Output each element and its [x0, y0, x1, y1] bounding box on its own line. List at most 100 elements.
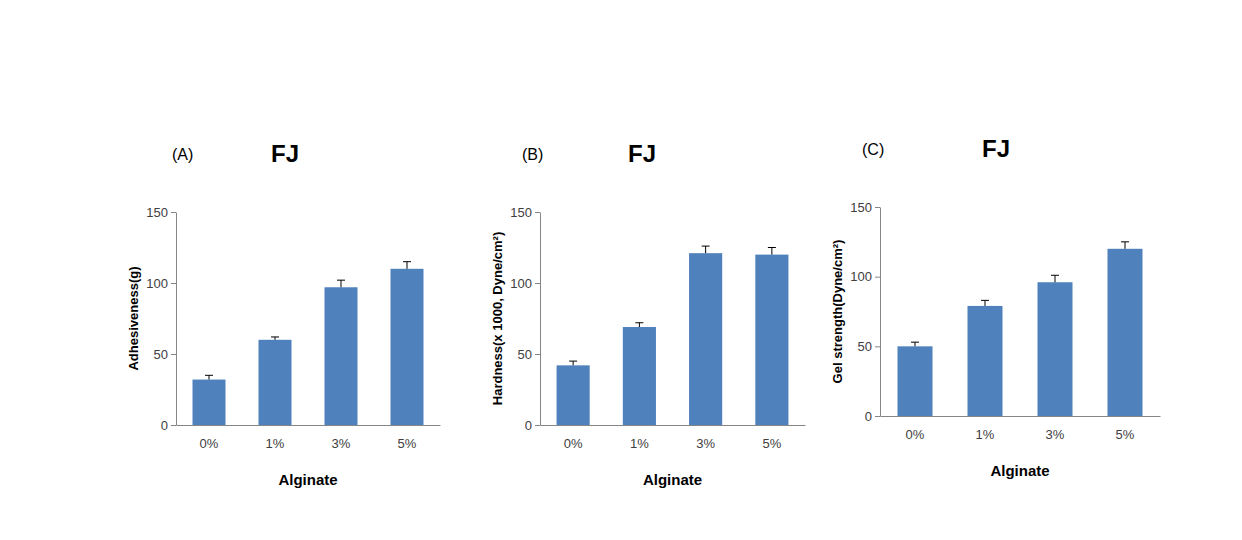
x-tick-label: 0% — [564, 436, 583, 451]
panel-label: (C) — [862, 141, 884, 158]
x-tick-label: 0% — [906, 427, 925, 442]
y-tick-label: 150 — [146, 205, 168, 220]
x-tick-label: 1% — [266, 436, 285, 451]
y-tick-label: 100 — [850, 269, 872, 284]
y-tick: 150 — [146, 205, 176, 220]
x-axis: 0% 1% 3% 5% — [177, 425, 441, 451]
x-tick-label: 1% — [976, 427, 995, 442]
error-bar — [1121, 242, 1129, 249]
x-tick-label: 3% — [332, 436, 351, 451]
bar — [689, 253, 722, 425]
error-bar — [911, 342, 919, 346]
y-axis: 0 50 100 150 — [146, 205, 176, 433]
error-bar — [403, 262, 411, 269]
bar — [968, 306, 1003, 416]
chart-panel: 0501001500%1%3%5%FJ(B)AlginateHardness(x… — [490, 140, 806, 488]
x-axis: 0% 1% 3% 5% — [881, 416, 1161, 442]
x-tick-label: 5% — [1116, 427, 1135, 442]
y-tick-label: 150 — [510, 205, 532, 220]
y-tick-label: 50 — [518, 347, 532, 362]
y-tick-label: 150 — [850, 200, 872, 215]
y-axis: 0 50 100 150 — [850, 200, 880, 424]
x-tick-label: 5% — [762, 436, 781, 451]
y-tick-mark — [535, 354, 540, 355]
x-tick: 3% — [696, 425, 715, 451]
chart-title: FJ — [982, 135, 1010, 162]
x-tick: 3% — [332, 425, 351, 451]
error-bar — [271, 337, 279, 340]
x-tick: 3% — [1046, 416, 1065, 442]
y-tick: 0 — [525, 418, 540, 433]
x-tick: 5% — [1116, 416, 1135, 442]
y-tick: 0 — [865, 409, 880, 424]
y-tick-label: 0 — [161, 418, 168, 433]
chart-panel: 0 50 100 150 0% 1% 3% 5% FJ (C) Alginate Gel streng… — [830, 135, 1161, 479]
y-tick: 100 — [146, 276, 176, 291]
chart-title: FJ — [628, 140, 656, 167]
y-tick: 50 — [154, 347, 176, 362]
figure: 0 50 100 150 0% 1% 3% 5% FJ (A) Alginate Adhesivene… — [0, 0, 1242, 540]
x-axis-line — [541, 425, 806, 426]
x-tick-label: 5% — [398, 436, 417, 451]
y-tick-mark — [535, 212, 540, 213]
bar — [898, 346, 933, 416]
x-tick-label: 3% — [696, 436, 715, 451]
y-axis-line — [540, 213, 541, 426]
y-axis: 0 50 100 150 — [510, 205, 540, 433]
y-tick: 0 — [161, 418, 176, 433]
x-tick: 0% — [200, 425, 219, 451]
y-tick: 100 — [510, 276, 540, 291]
y-tick: 100 — [850, 269, 880, 284]
x-tick-label: 0% — [200, 436, 219, 451]
x-axis-title: Alginate — [278, 471, 337, 488]
bar — [1108, 249, 1143, 416]
chart-title: FJ — [271, 140, 299, 167]
x-axis-line — [881, 416, 1161, 417]
plot-area — [193, 262, 424, 425]
y-tick-mark — [171, 212, 176, 213]
x-axis-line — [177, 425, 441, 426]
error-bar — [337, 280, 345, 287]
x-tick: 0% — [906, 416, 925, 442]
error-bar — [1051, 275, 1059, 282]
y-tick: 150 — [510, 205, 540, 220]
bar — [325, 287, 358, 425]
panel-label: (B) — [522, 146, 543, 163]
x-tick-label: 1% — [630, 436, 649, 451]
y-tick-label: 0 — [525, 418, 532, 433]
error-bar — [635, 323, 643, 327]
y-tick-label: 50 — [154, 347, 168, 362]
y-axis-title: Adhesiveness(g) — [126, 266, 141, 370]
y-tick-mark — [171, 354, 176, 355]
plot-area — [557, 246, 789, 425]
error-bar — [702, 246, 710, 253]
y-tick-mark — [875, 207, 880, 208]
y-tick: 150 — [850, 200, 880, 215]
bar — [259, 340, 292, 425]
y-tick-label: 50 — [858, 339, 872, 354]
bar — [623, 327, 656, 425]
y-tick-mark — [875, 416, 880, 417]
x-axis: 0% 1% 3% 5% — [541, 425, 806, 451]
y-axis-title: Gel strength(Dyne/cm²) — [830, 240, 845, 384]
y-tick: 50 — [858, 339, 880, 354]
y-tick-label: 100 — [510, 276, 532, 291]
y-tick-mark — [171, 425, 176, 426]
bar — [1038, 282, 1073, 416]
error-bar — [569, 361, 577, 365]
x-axis-title: Alginate — [643, 471, 702, 488]
x-axis-title: Alginate — [990, 462, 1049, 479]
error-bar — [981, 300, 989, 306]
bar — [391, 269, 424, 425]
x-tick: 1% — [976, 416, 995, 442]
y-tick-mark — [875, 277, 880, 278]
x-tick: 0% — [564, 425, 583, 451]
x-tick: 1% — [266, 425, 285, 451]
x-tick: 5% — [398, 425, 417, 451]
error-bar — [768, 248, 776, 255]
y-tick-mark — [535, 283, 540, 284]
panel-label: (A) — [172, 146, 193, 163]
y-tick-label: 0 — [865, 409, 872, 424]
error-bar — [205, 375, 213, 379]
plot-area — [898, 242, 1143, 416]
